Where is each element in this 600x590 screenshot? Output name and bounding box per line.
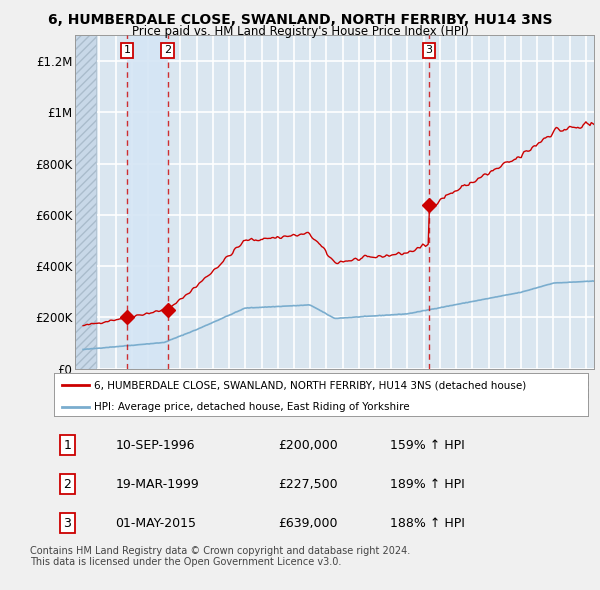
Bar <box>127 35 168 369</box>
Text: 01-MAY-2015: 01-MAY-2015 <box>115 517 196 530</box>
Text: 2: 2 <box>164 45 172 55</box>
Text: Contains HM Land Registry data © Crown copyright and database right 2024.
This d: Contains HM Land Registry data © Crown c… <box>30 546 410 568</box>
Text: 188% ↑ HPI: 188% ↑ HPI <box>391 517 465 530</box>
Text: 2: 2 <box>64 478 71 491</box>
Text: 10-SEP-1996: 10-SEP-1996 <box>115 439 195 452</box>
Text: HPI: Average price, detached house, East Riding of Yorkshire: HPI: Average price, detached house, East… <box>94 402 410 412</box>
Text: 1: 1 <box>64 439 71 452</box>
Text: Price paid vs. HM Land Registry's House Price Index (HPI): Price paid vs. HM Land Registry's House … <box>131 25 469 38</box>
Text: £639,000: £639,000 <box>278 517 338 530</box>
Text: 6, HUMBERDALE CLOSE, SWANLAND, NORTH FERRIBY, HU14 3NS: 6, HUMBERDALE CLOSE, SWANLAND, NORTH FER… <box>48 13 552 27</box>
Text: £227,500: £227,500 <box>278 478 338 491</box>
Bar <box>75 35 96 369</box>
Text: 6, HUMBERDALE CLOSE, SWANLAND, NORTH FERRIBY, HU14 3NS (detached house): 6, HUMBERDALE CLOSE, SWANLAND, NORTH FER… <box>94 381 526 391</box>
Text: £200,000: £200,000 <box>278 439 338 452</box>
Text: 189% ↑ HPI: 189% ↑ HPI <box>391 478 465 491</box>
Text: 1: 1 <box>124 45 130 55</box>
Text: 19-MAR-1999: 19-MAR-1999 <box>115 478 199 491</box>
Text: 3: 3 <box>425 45 433 55</box>
Text: 3: 3 <box>64 517 71 530</box>
Text: 159% ↑ HPI: 159% ↑ HPI <box>391 439 465 452</box>
